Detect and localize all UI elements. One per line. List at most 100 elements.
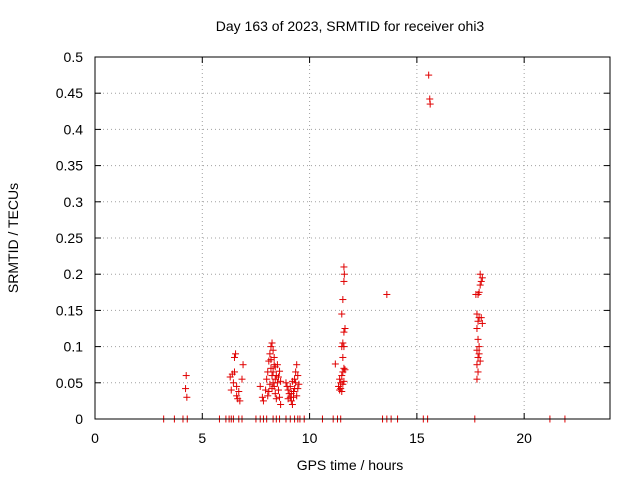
data-point <box>269 346 277 354</box>
data-point <box>338 310 346 318</box>
data-point <box>259 397 267 405</box>
data-point <box>339 380 347 388</box>
data-point <box>294 385 302 393</box>
data-point <box>474 368 482 376</box>
data-point <box>477 277 485 285</box>
data-point <box>339 339 347 347</box>
data-point <box>474 335 482 343</box>
y-tick-label: 0.1 <box>64 339 84 355</box>
data-point <box>286 382 294 390</box>
data-point <box>338 387 346 395</box>
y-tick-label: 0.2 <box>64 266 84 282</box>
data-point <box>282 379 290 387</box>
data-point <box>337 385 345 393</box>
data-point <box>472 290 480 298</box>
data-point <box>339 353 347 361</box>
data-point <box>277 401 285 409</box>
data-point <box>475 343 483 351</box>
data-point <box>267 343 275 351</box>
data-point <box>476 281 484 289</box>
plot-frame <box>94 56 611 420</box>
data-point <box>289 393 297 401</box>
chart-title: Day 163 of 2023, SRMTID for receiver ohi… <box>216 18 485 34</box>
data-point <box>474 353 482 361</box>
data-point <box>233 382 241 390</box>
data-point <box>256 382 264 390</box>
data-point <box>294 372 302 380</box>
data-point <box>288 401 296 409</box>
data-point <box>232 350 240 358</box>
data-point <box>331 360 339 368</box>
data-point <box>233 392 241 400</box>
data-point <box>238 375 246 383</box>
data-point <box>476 270 484 278</box>
data-point <box>288 377 296 385</box>
data-point <box>474 317 482 325</box>
data-point <box>340 277 348 285</box>
data-point <box>230 353 238 361</box>
data-point <box>425 71 433 79</box>
data-point <box>293 361 301 369</box>
data-point <box>338 372 346 380</box>
y-axis-label: SRMTID / TECUs <box>5 183 21 293</box>
data-point <box>293 392 301 400</box>
data-point <box>276 367 284 375</box>
data-point <box>473 310 481 318</box>
data-point <box>227 386 235 394</box>
data-point <box>266 350 274 358</box>
y-tick-label: 0.3 <box>64 194 84 210</box>
data-point <box>264 392 272 400</box>
data-point <box>340 328 348 336</box>
data-point <box>272 395 280 403</box>
data-point <box>262 386 270 394</box>
data-point <box>269 379 277 387</box>
data-point <box>274 386 282 394</box>
data-point <box>266 380 274 388</box>
data-point <box>230 368 238 376</box>
data-point <box>292 368 300 376</box>
data-point <box>269 368 277 376</box>
data-point <box>340 270 348 278</box>
data-point <box>229 379 237 387</box>
y-tick-label: 0.15 <box>56 302 83 318</box>
y-tick-label: 0.25 <box>56 230 83 246</box>
data-point <box>265 387 273 395</box>
data-point <box>182 372 190 380</box>
data-point <box>341 325 349 332</box>
data-point <box>473 361 481 369</box>
data-point <box>284 386 292 394</box>
data-point <box>277 377 285 385</box>
data-point <box>235 387 243 395</box>
data-point <box>477 314 485 322</box>
data-point <box>276 393 284 401</box>
y-tick-label: 0 <box>75 411 83 427</box>
y-tick-label: 0.45 <box>56 85 83 101</box>
data-point <box>336 375 344 383</box>
data-point <box>340 263 348 271</box>
data-point <box>183 393 191 401</box>
data-points <box>160 71 569 423</box>
data-point <box>476 357 484 365</box>
data-point <box>340 377 348 385</box>
data-point <box>267 356 275 364</box>
x-tick-label: 10 <box>302 430 318 446</box>
data-point <box>270 361 278 369</box>
x-tick-label: 20 <box>516 430 532 446</box>
data-point <box>292 379 300 387</box>
y-tick-label: 0.35 <box>56 158 83 174</box>
y-tick-label: 0.4 <box>64 121 84 137</box>
x-tick-label: 5 <box>198 430 206 446</box>
data-point <box>478 274 486 282</box>
data-point <box>295 380 303 388</box>
data-point <box>478 319 486 327</box>
data-point <box>271 375 279 383</box>
data-point <box>341 366 349 374</box>
data-point <box>475 350 483 358</box>
data-point <box>340 364 348 372</box>
data-point <box>287 390 295 398</box>
data-point <box>268 339 276 347</box>
data-point <box>239 361 247 369</box>
data-point <box>263 375 271 383</box>
